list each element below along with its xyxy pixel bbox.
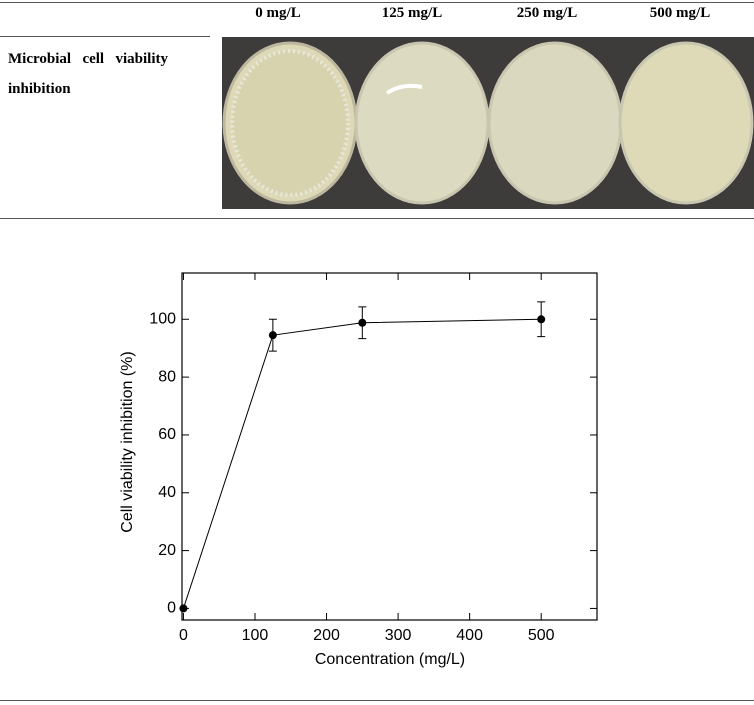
y-tick-label: 40 [158,484,176,501]
table-rule [0,218,754,219]
top-rule [0,2,754,3]
y-tick-label: 80 [158,368,176,385]
row-label: Microbial cell viability inhibition [8,51,168,97]
x-tick-label: 100 [242,627,269,644]
header-rule [0,36,210,37]
column-header: 0 mg/L [255,5,301,21]
data-point [268,331,277,340]
column-header: 250 mg/L [516,5,578,21]
data-line [182,318,542,609]
data-point [358,318,367,327]
bottom-rule [0,700,754,701]
x-tick-label: 300 [385,627,412,644]
column-header: 125 mg/L [381,5,443,21]
y-axis-label: Cell viability inhibition (%) [119,351,136,532]
x-tick-label: 0 [179,627,188,644]
y-tick-label: 100 [149,310,176,327]
data-point [179,604,188,613]
y-tick-label: 60 [158,426,176,443]
x-tick-label: 500 [528,627,555,644]
data-point [537,315,546,324]
column-header: 500 mg/L [649,5,711,21]
x-tick-label: 400 [456,627,483,644]
petri-photo [222,37,754,209]
x-tick-label: 200 [313,627,340,644]
plot-frame [181,272,598,621]
chart: Concentration (mg/L) Cell viability inhi… [119,272,598,668]
y-tick-label: 0 [167,600,176,617]
x-axis-label: Concentration (mg/L) [315,651,465,668]
y-tick-label: 20 [158,542,176,559]
